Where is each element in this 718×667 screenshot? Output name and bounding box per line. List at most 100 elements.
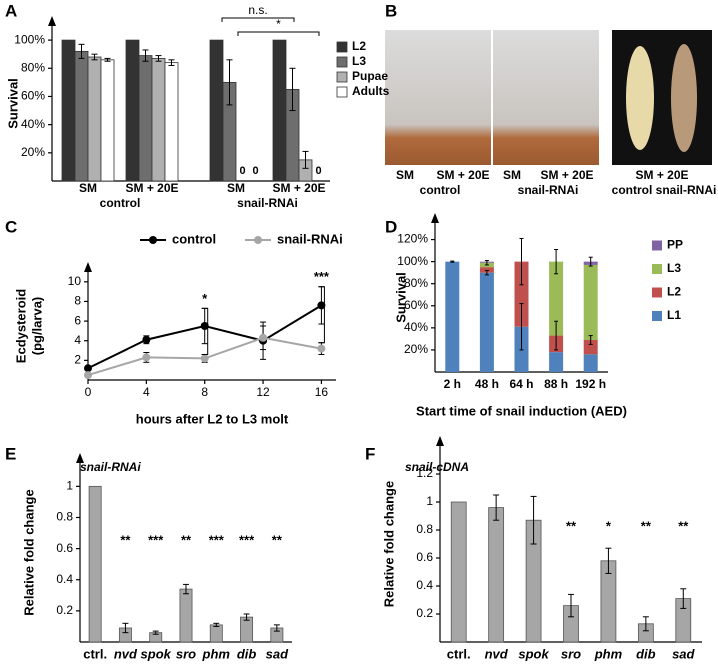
y-axis-arrow — [48, 16, 56, 26]
x-axis-label: Start time of snail induction (AED) — [416, 403, 627, 418]
y-axis-label: Relative fold change — [21, 489, 36, 615]
legend-swatch — [336, 41, 348, 53]
value-label: 0 — [315, 165, 321, 177]
y-tick-label: 1 — [426, 494, 433, 508]
point — [84, 371, 92, 380]
x-tick-label: sro — [561, 646, 581, 661]
y-tick-label: 0.6 — [416, 550, 433, 564]
legend-label: snail-RNAi — [277, 231, 343, 246]
y-tick-label: 80% — [404, 276, 428, 290]
photo-caption: snail-RNAi — [518, 183, 579, 197]
x-tick-label: 2 h — [444, 377, 461, 391]
legend-swatch — [336, 71, 348, 83]
significance-label: n.s. — [248, 3, 267, 17]
y-axis-arrow — [436, 436, 444, 446]
panel-letter: D — [385, 217, 397, 236]
photo-caption: SM — [396, 168, 414, 182]
photo-caption: SM + 20E — [540, 168, 593, 182]
photo-caption: SM + 20E — [635, 168, 688, 182]
bar — [74, 50, 89, 182]
x-tick-label: 8 — [201, 385, 208, 399]
x-tick-label: ctrl. — [447, 646, 471, 661]
bar — [179, 588, 193, 643]
bar — [138, 55, 153, 182]
legend-label: L2 — [352, 39, 366, 53]
y-tick-label: 120% — [397, 232, 428, 246]
legend-swatch — [336, 56, 348, 68]
significance-label: ** — [120, 532, 131, 547]
bar-segment — [549, 261, 564, 336]
x-tick-label: ctrl. — [83, 646, 107, 661]
bar — [209, 39, 224, 182]
y-tick-label: 2 — [74, 353, 81, 367]
x-tick-label: spok — [518, 646, 549, 661]
bar-segment — [583, 354, 598, 372]
significance-bracket — [221, 17, 295, 22]
bar — [272, 39, 287, 182]
legend-swatch — [652, 311, 662, 321]
significance-label: *** — [239, 532, 255, 547]
y-tick-label: 100% — [397, 254, 428, 268]
panel-letter: C — [5, 217, 17, 236]
x-tick-label: phm — [202, 646, 231, 661]
significance-label: *** — [148, 532, 164, 547]
legend-swatch — [336, 86, 348, 98]
group-label: control — [100, 196, 141, 210]
y-tick-label: 0.6 — [56, 541, 73, 555]
panel-letter: B — [385, 1, 397, 20]
significance-bracket — [201, 307, 209, 355]
photo-pupa-control — [626, 46, 654, 150]
bar — [488, 507, 505, 643]
legend-label: Adults — [352, 84, 390, 98]
y-tick-label: 40% — [404, 320, 428, 334]
legend-label: L2 — [667, 285, 681, 299]
x-tick-label: dib — [636, 646, 656, 661]
group-label: snail-RNAi — [237, 196, 298, 210]
legend-swatch — [652, 264, 662, 274]
x-tick-label: 12 — [256, 385, 270, 399]
x-tick-label: phm — [594, 646, 623, 661]
x-tick-label: sad — [266, 646, 289, 661]
bar — [209, 624, 223, 643]
legend-label: control — [172, 231, 216, 246]
bar — [450, 501, 467, 643]
point — [317, 301, 326, 310]
y-tick-label: 1.2 — [416, 466, 433, 480]
photo-caption: SM — [503, 168, 521, 182]
y-tick-label: 8 — [74, 294, 81, 308]
bar-segment — [583, 264, 598, 340]
x-tick-label: SM + 20E — [272, 181, 325, 195]
photo-vial-snail — [493, 30, 599, 165]
bar — [151, 58, 166, 182]
bar-segment — [549, 352, 564, 372]
x-axis-label: hours after L2 to L3 molt — [136, 411, 289, 426]
x-tick-label: spok — [141, 646, 172, 661]
point — [259, 333, 268, 342]
point — [200, 354, 209, 363]
significance-label: * — [276, 17, 281, 31]
legend-label: L1 — [667, 308, 681, 322]
panel-letter: A — [5, 1, 17, 20]
bar — [88, 485, 102, 643]
legend-swatch — [652, 240, 662, 251]
y-axis-arrow — [431, 213, 439, 223]
significance-label: ** — [566, 519, 577, 534]
point — [142, 335, 151, 344]
photo-larva-snail — [671, 44, 697, 152]
y-tick-label: 0.4 — [56, 572, 73, 586]
y-tick-label: 0.4 — [416, 578, 433, 592]
bar — [125, 39, 140, 182]
legend-marker — [149, 236, 157, 244]
y-tick-label: 80% — [21, 60, 45, 74]
x-tick-label: 0 — [85, 385, 92, 399]
y-tick-label: 10 — [68, 274, 82, 288]
photo-vial-control — [385, 30, 491, 165]
photo-caption: control — [420, 183, 461, 197]
y-axis-label: Survival — [393, 272, 408, 323]
significance-label: *** — [314, 269, 330, 284]
x-tick-label: SM — [79, 181, 97, 195]
y-tick-label: 0.8 — [416, 522, 433, 536]
bar — [61, 39, 76, 182]
bar-segment — [583, 339, 598, 355]
bar — [164, 62, 179, 182]
